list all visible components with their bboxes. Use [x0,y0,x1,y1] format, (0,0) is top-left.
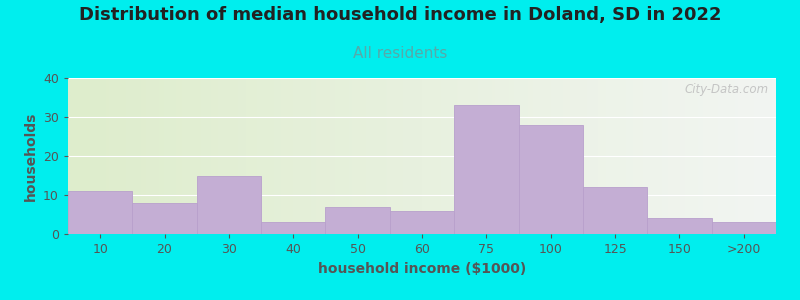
Bar [583,187,647,234]
Bar [454,105,518,234]
Y-axis label: households: households [23,111,38,201]
Bar [326,207,390,234]
Text: Distribution of median household income in Doland, SD in 2022: Distribution of median household income … [78,6,722,24]
Bar [132,203,197,234]
Bar [518,125,583,234]
X-axis label: household income ($1000): household income ($1000) [318,262,526,276]
Bar [68,191,132,234]
Bar [647,218,712,234]
Text: All residents: All residents [353,46,447,62]
Bar [390,211,454,234]
Bar [712,222,776,234]
Bar [261,222,326,234]
Text: City-Data.com: City-Data.com [685,83,769,96]
Bar [197,176,261,234]
